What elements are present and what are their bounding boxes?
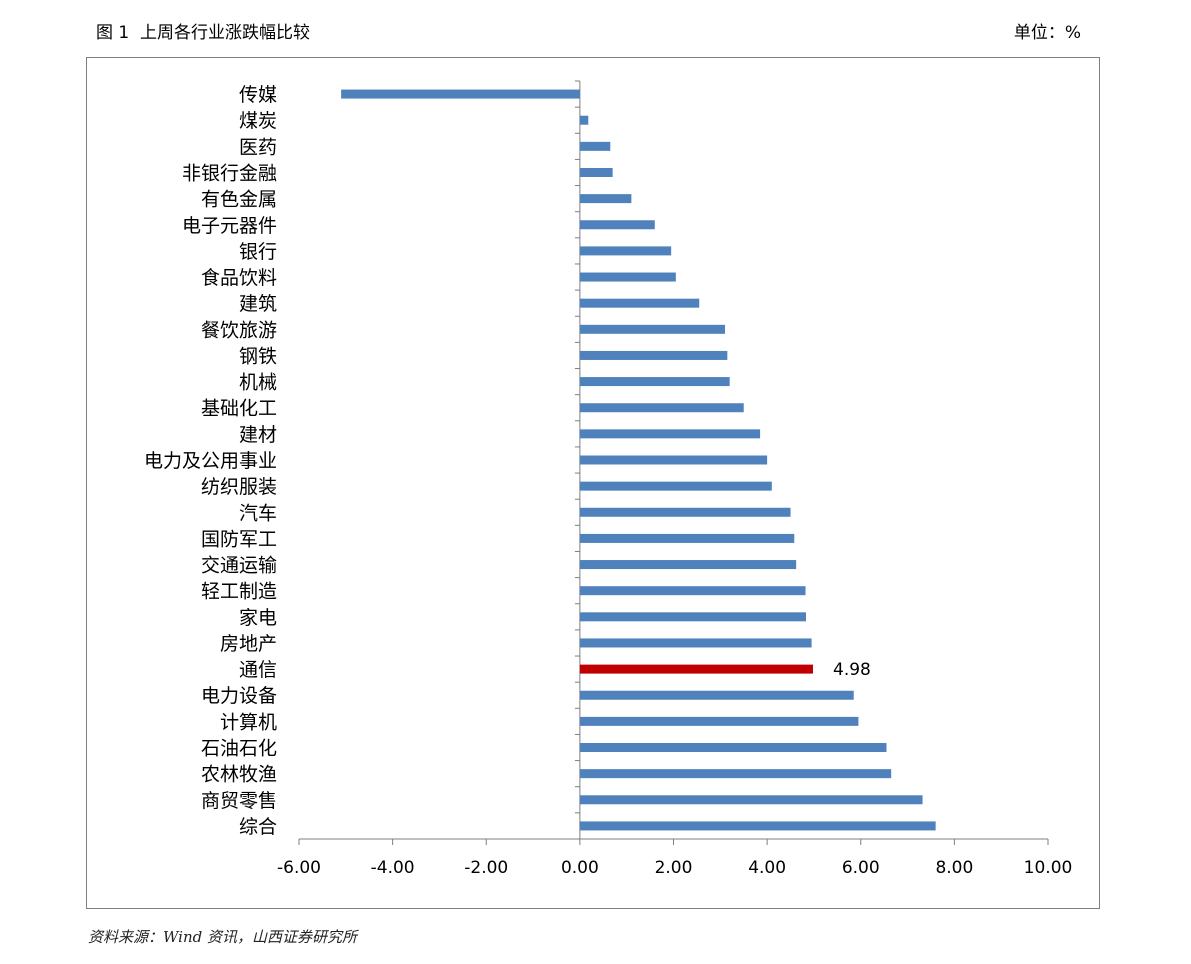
figure-title: 图 1 上周各行业涨跌幅比较 — [96, 23, 311, 43]
category-label: 汽车 — [239, 502, 277, 524]
category-label: 综合 — [239, 816, 277, 838]
x-tick-label: 8.00 — [935, 858, 973, 878]
x-tick-label: 0.00 — [561, 858, 599, 878]
category-label: 商贸零售 — [201, 790, 277, 812]
bar — [579, 560, 797, 570]
category-label: 房地产 — [220, 633, 277, 655]
category-label: 传媒 — [239, 84, 277, 106]
bar — [579, 586, 806, 596]
figure-header: 图 1 上周各行业涨跌幅比较 单位：% — [96, 18, 1081, 48]
category-label: 建筑 — [239, 293, 277, 315]
category-label: 煤炭 — [239, 110, 277, 132]
category-label: 电力设备 — [201, 685, 277, 707]
category-label: 交通运输 — [201, 555, 277, 577]
x-tick-label: -2.00 — [464, 858, 508, 878]
category-label: 通信 — [239, 659, 277, 681]
category-label: 家电 — [239, 607, 277, 629]
category-label: 非银行金融 — [182, 162, 277, 184]
bar — [579, 324, 725, 334]
bar — [579, 638, 812, 648]
x-tick-label: 4.00 — [748, 858, 786, 878]
category-label: 医药 — [239, 136, 277, 158]
bar — [579, 429, 761, 439]
bar — [579, 533, 795, 543]
source-note: 资料来源：Wind 资讯，山西证券研究所 — [88, 928, 357, 946]
category-label: 有色金属 — [201, 189, 277, 211]
category-label: 电子元器件 — [182, 215, 277, 237]
bar — [579, 769, 892, 779]
category-label: 电力及公用事业 — [144, 450, 277, 472]
x-tick-label: 10.00 — [1024, 858, 1073, 878]
bar — [579, 507, 791, 517]
bar — [579, 350, 728, 360]
bar — [579, 246, 672, 256]
bar — [579, 298, 700, 308]
category-label: 机械 — [239, 372, 277, 394]
category-label: 食品饮料 — [201, 267, 277, 289]
bar — [579, 194, 632, 204]
unit-label: 单位：% — [1013, 23, 1081, 43]
category-label: 银行 — [239, 241, 277, 263]
bar — [579, 612, 806, 622]
chart-frame: -6.00 -4.00 -2.00 0.00 2.00 4.00 6.00 8.00 10.00… — [86, 57, 1100, 909]
bar — [579, 377, 730, 387]
bar — [579, 167, 613, 177]
data-label: 4.98 — [833, 660, 871, 680]
bar — [579, 481, 772, 491]
bar — [579, 743, 887, 753]
bar — [579, 220, 655, 230]
bar — [579, 403, 744, 413]
category-label: 轻工制造 — [201, 581, 277, 603]
bar — [579, 716, 859, 726]
category-label: 农林牧渔 — [201, 764, 277, 786]
x-tick-label: 2.00 — [655, 858, 693, 878]
bar — [579, 795, 923, 805]
category-label: 建材 — [239, 424, 277, 446]
category-label: 国防军工 — [201, 528, 277, 550]
category-label: 石油石化 — [201, 738, 277, 760]
category-label: 钢铁 — [239, 345, 277, 367]
bar — [579, 272, 676, 282]
bar — [579, 141, 611, 151]
category-label: 基础化工 — [201, 398, 277, 420]
bar — [579, 455, 768, 465]
bar — [579, 690, 854, 700]
x-tick-label: 6.00 — [842, 858, 880, 878]
category-label: 计算机 — [220, 711, 277, 733]
bar — [341, 89, 580, 99]
category-label: 餐饮旅游 — [201, 319, 277, 341]
x-tick-label: -6.00 — [277, 858, 321, 878]
category-label: 纺织服装 — [201, 476, 277, 498]
bar — [579, 664, 814, 674]
bar — [579, 115, 589, 125]
x-tick-label: -4.00 — [371, 858, 415, 878]
bar — [579, 821, 936, 831]
bar-chart: -6.00 -4.00 -2.00 0.00 2.00 4.00 6.00 8.00 10.00… — [144, 80, 1073, 878]
